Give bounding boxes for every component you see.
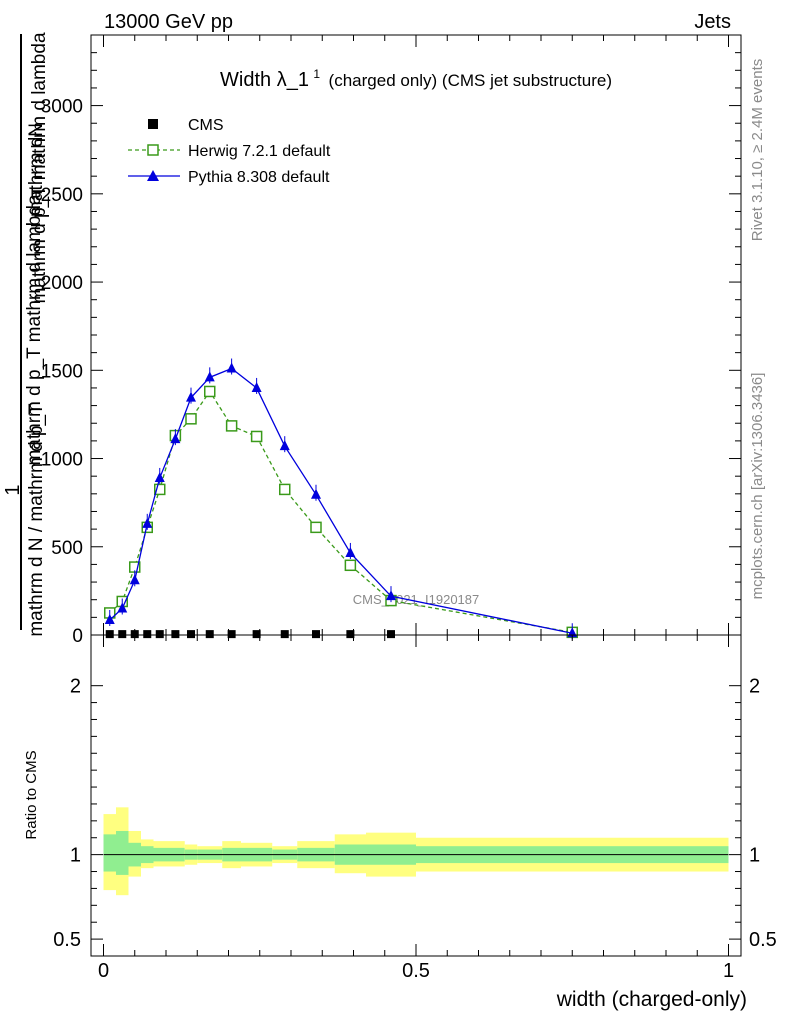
legend-label-herwig: Herwig 7.2.1 default — [188, 143, 331, 160]
ratio-ylabel: Ratio to CMS — [23, 750, 40, 839]
main-panel: 0 500 1000 1500 2000 2500 3000 Width λ_1 1 (ch… — [2, 32, 742, 647]
title-subtitle: (charged only) (CMS jet substructure) — [329, 71, 612, 90]
y-tick-label: 500 — [51, 538, 83, 559]
point-cms — [227, 630, 236, 639]
point-herwig — [204, 385, 216, 398]
ratio-ticks — [91, 635, 741, 956]
ylabel-one: 1 — [2, 484, 24, 495]
point-cms — [387, 630, 395, 639]
ratio-frame — [90, 634, 742, 957]
legend-marker-pythia — [147, 170, 159, 181]
title-main: Width λ_1 — [220, 69, 309, 91]
point-pythia — [104, 614, 115, 624]
legend-marker-herwig — [147, 144, 159, 156]
legend-item-cms: CMS — [148, 117, 224, 134]
ratio-y-tick-label-left: 1 — [70, 845, 81, 867]
y-tick-label: 1500 — [41, 361, 83, 382]
point-cms — [252, 630, 261, 639]
ratio-y-tick-label-right: 0.5 — [749, 929, 777, 951]
ratio-y-tick-label-left: 0.5 — [53, 929, 81, 951]
point-cms — [171, 630, 180, 639]
point-herwig — [279, 483, 291, 496]
point-cms — [187, 630, 195, 639]
point-pythia — [279, 440, 290, 451]
point-herwig — [185, 413, 197, 425]
series-herwig — [104, 385, 578, 639]
point-herwig — [310, 521, 322, 534]
header-right: Jets — [694, 11, 731, 33]
point-pythia — [129, 574, 140, 585]
legend-item-pythia: Pythia 8.308 default — [128, 169, 330, 186]
ratio-y-tick-label-right: 1 — [749, 845, 760, 867]
point-pythia — [386, 590, 396, 601]
legend: CMS Herwig 7.2.1 default Pythia 8.308 de… — [128, 117, 331, 186]
point-pythia — [186, 391, 196, 402]
rivet-label: Rivet 3.1.10, ≥ 2.4M events — [749, 59, 766, 242]
chart-title: Width λ_1 1 (charged only) (CMS jet subs… — [220, 65, 612, 91]
point-cms — [118, 630, 127, 639]
ratio-y-tick-label-left: 2 — [70, 676, 81, 698]
analysis-watermark: CMS_2021_I1920187 — [353, 592, 480, 607]
y-axis-label: mathrm dN mathrm d p_T mathrm d lambda m… — [2, 32, 50, 637]
point-pythia — [226, 362, 237, 373]
point-pythia — [345, 546, 356, 557]
point-herwig — [344, 559, 357, 572]
ratio-panel: 0.5 0.5 1 1 2 2 0 0.5 1 Ratio to CMS width (char… — [23, 634, 777, 1011]
title-superscript: 1 — [313, 67, 320, 81]
point-pythia — [117, 602, 128, 613]
point-cms — [312, 630, 320, 639]
ratio-band-inner — [116, 830, 129, 875]
point-cms — [143, 630, 152, 639]
mcplots-label: mcplots.cern.ch [arXiv:1306.3436] — [749, 373, 766, 600]
point-pythia — [204, 371, 215, 382]
x-tick-label: 1 — [723, 960, 734, 982]
point-herwig — [250, 430, 263, 443]
point-herwig — [154, 483, 166, 496]
x-tick-label: 0.5 — [402, 960, 430, 982]
series-cms — [105, 630, 395, 639]
legend-marker-cms — [148, 119, 158, 129]
main-ticks — [91, 34, 741, 636]
main-axis-labels: 0 500 1000 1500 2000 2500 3000 — [41, 97, 83, 647]
y-tick-label: 1000 — [41, 450, 83, 471]
ratio-y-tick-label-right: 2 — [749, 676, 760, 698]
point-pythia — [251, 381, 262, 392]
legend-label-cms: CMS — [188, 117, 224, 134]
ylabel-fraction-bar — [20, 34, 22, 630]
point-cms — [130, 630, 139, 639]
series-line-pythia — [109, 367, 573, 634]
y-tick-label: 2000 — [41, 273, 83, 294]
ylabel-denominator-1: mathrm d p_T mathrm d lambda — [24, 194, 45, 465]
point-cms — [205, 630, 214, 639]
series-pythia — [104, 358, 578, 640]
y-tick-label: 3000 — [41, 97, 83, 118]
legend-item-herwig: Herwig 7.2.1 default — [128, 143, 331, 160]
point-pythia — [142, 517, 153, 528]
ratio-band-inner — [103, 834, 116, 872]
ratio-axis-labels: 0.5 0.5 1 1 2 2 0 0.5 1 — [53, 676, 777, 982]
ratio-bands — [103, 807, 729, 896]
ylabel-denominator-2: mathrm d N / mathrm d p_T — [26, 403, 47, 637]
point-cms — [346, 630, 355, 639]
x-tick-label: 0 — [98, 960, 109, 982]
ylabel-numerator-2: mathrm d p_T mathrm d lambda — [29, 32, 50, 303]
y-tick-label: 0 — [72, 626, 83, 647]
series-layer — [104, 358, 578, 640]
point-herwig — [225, 420, 238, 432]
point-cms — [105, 630, 114, 639]
ylabel-numerator-1: mathrm dN — [26, 123, 47, 217]
legend-label-pythia: Pythia 8.308 default — [188, 169, 330, 186]
x-axis-label: width (charged-only) — [556, 988, 747, 1011]
point-pythia — [311, 488, 321, 499]
point-pythia — [154, 471, 165, 482]
y-tick-label: 2500 — [41, 185, 83, 206]
point-cms — [155, 630, 164, 639]
point-pythia — [170, 433, 181, 444]
point-cms — [280, 630, 289, 639]
header-left: 13000 GeV pp — [104, 11, 233, 33]
